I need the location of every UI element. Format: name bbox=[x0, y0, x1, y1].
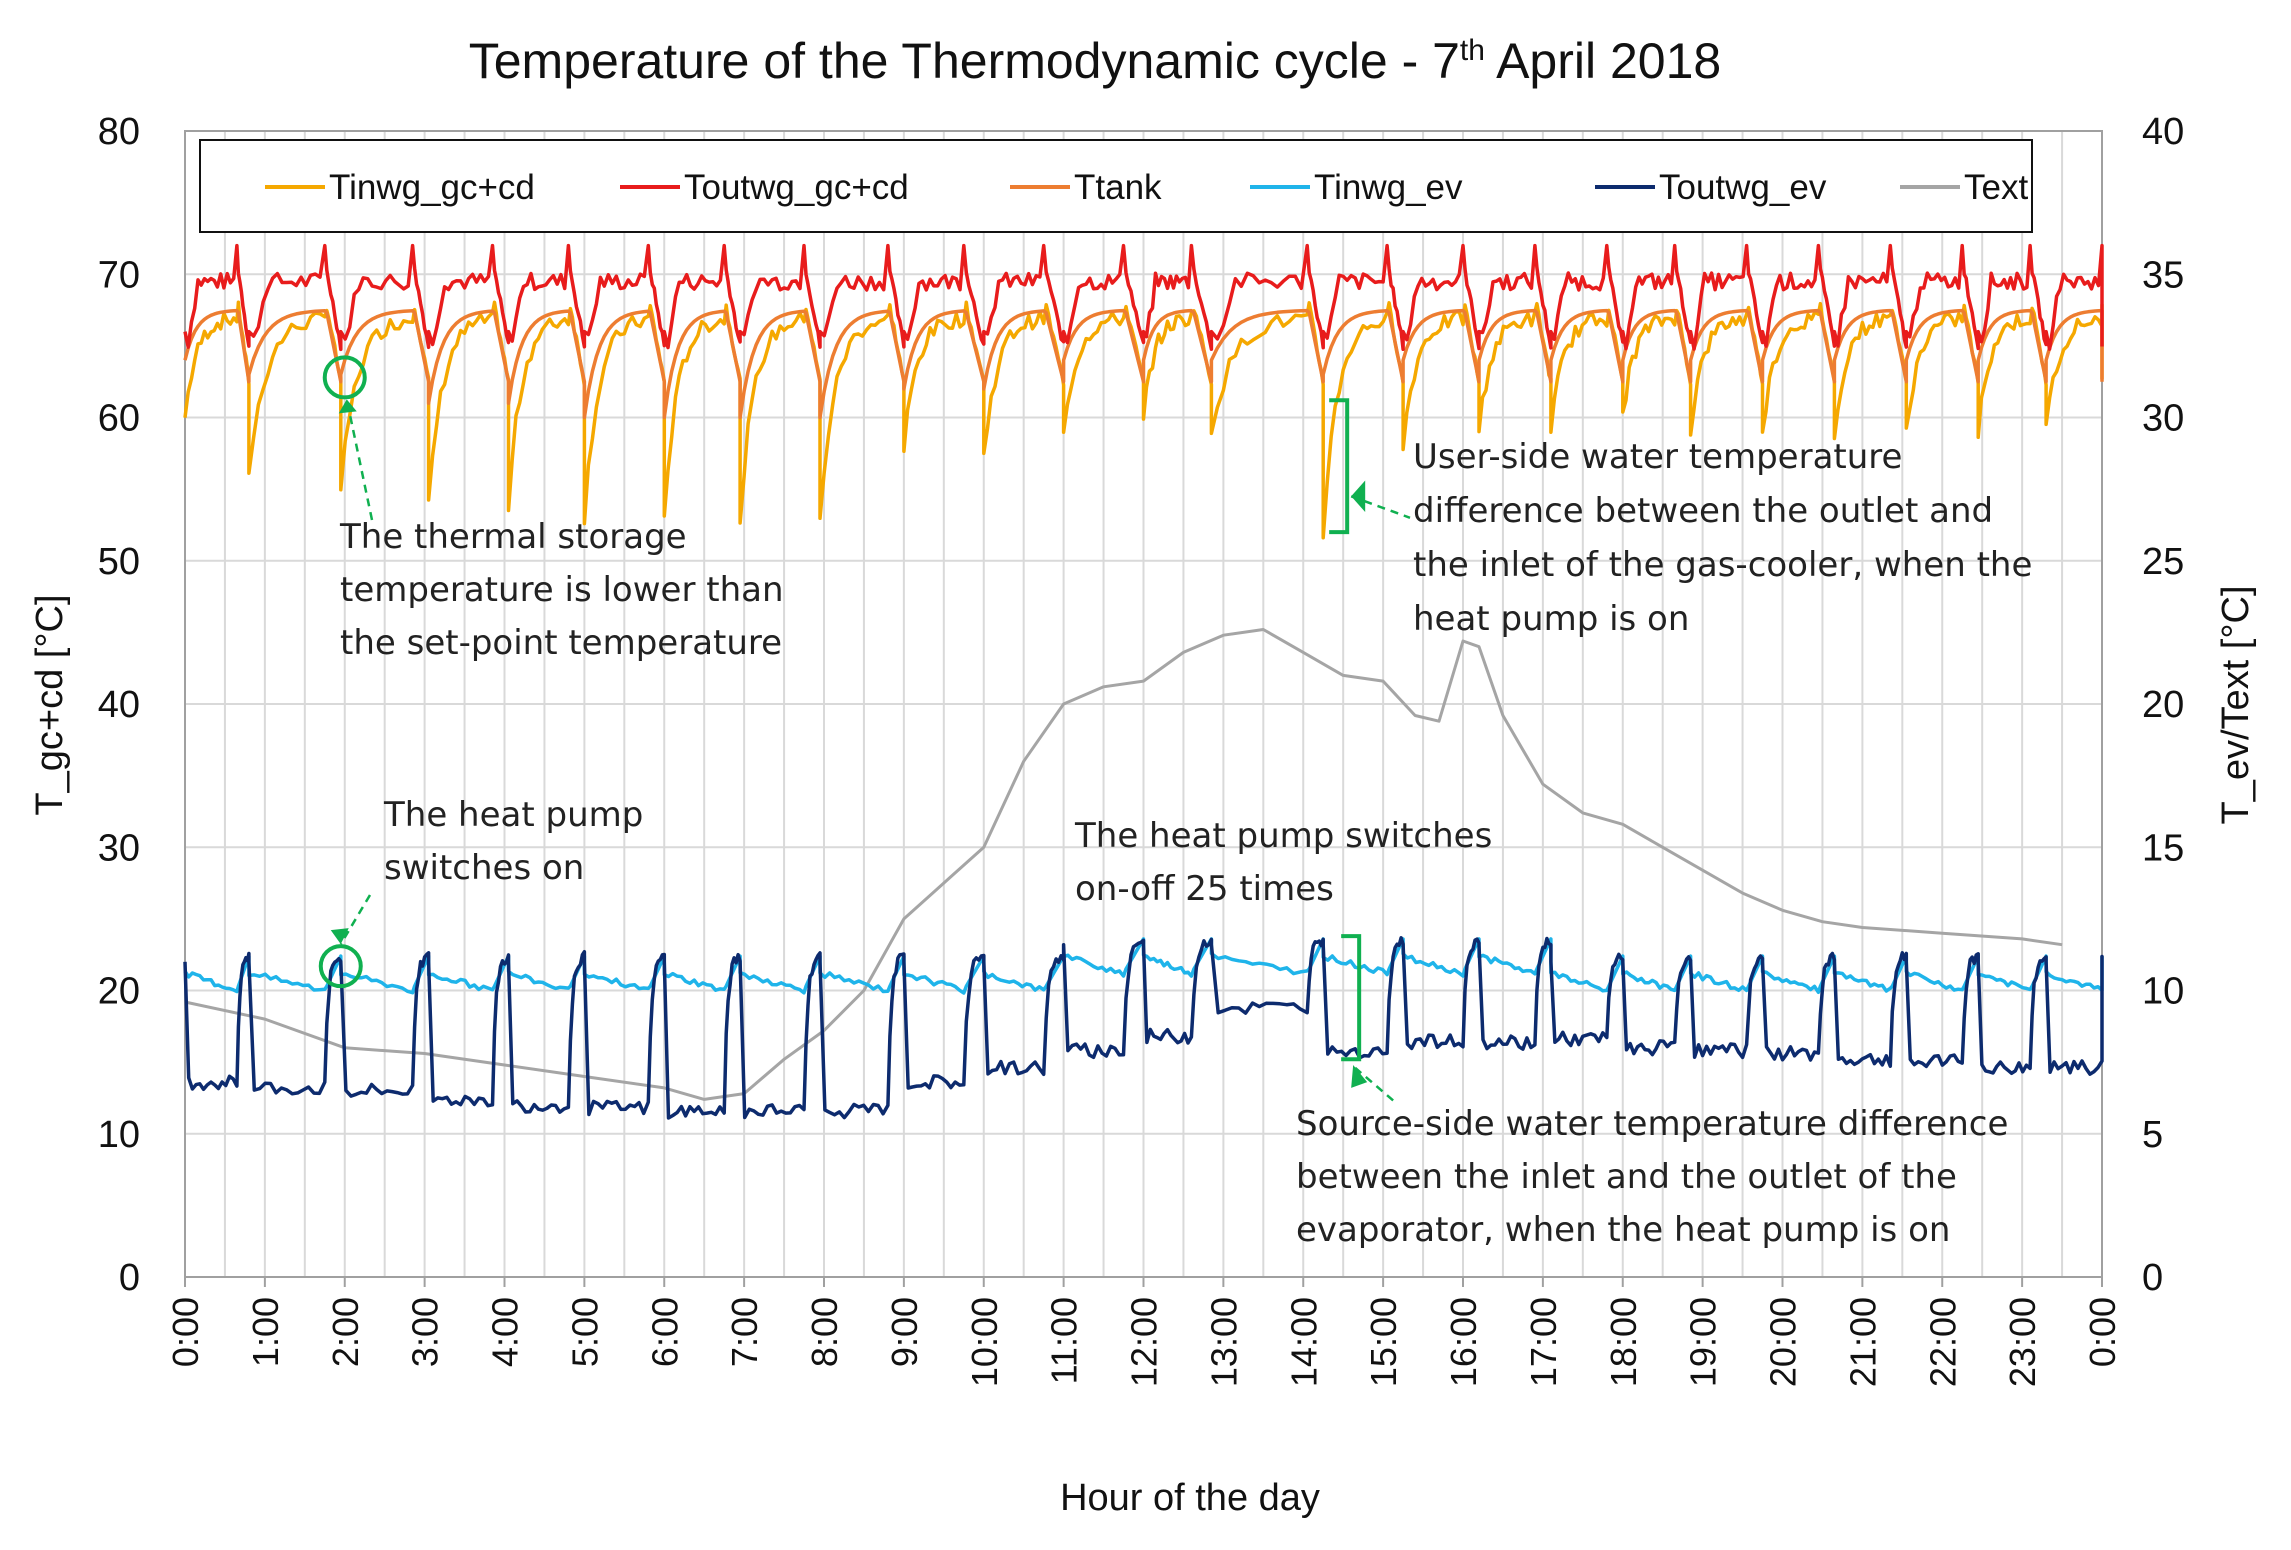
x-tick-label: 22:00 bbox=[1922, 1297, 1963, 1387]
x-tick-label: 18:00 bbox=[1603, 1297, 1644, 1387]
x-tick-label: 8:00 bbox=[804, 1297, 845, 1367]
x-tick-label: 23:00 bbox=[2002, 1297, 2043, 1387]
x-tick-label: 10:00 bbox=[964, 1297, 1005, 1387]
arrow-storage bbox=[345, 399, 374, 521]
legend-label: Toutwg_ev bbox=[1659, 168, 1827, 207]
bracket-user-side bbox=[1329, 398, 1350, 535]
x-tick-label: 12:00 bbox=[1124, 1297, 1165, 1387]
x-tick-label: 7:00 bbox=[724, 1297, 765, 1367]
y-tick-label-right: 40 bbox=[2142, 111, 2184, 153]
y-tick-label-left: 70 bbox=[98, 254, 140, 296]
y-tick-label-left: 40 bbox=[98, 684, 140, 726]
arrow-user-side bbox=[1350, 495, 1411, 519]
x-tick-label: 4:00 bbox=[485, 1297, 526, 1367]
y-axis-right: 0 5 10 15 20 25 30 35 40 bbox=[2142, 111, 2184, 1299]
y-axis-right-title: T_ev/Text [°C] bbox=[2215, 585, 2257, 824]
series-line-text bbox=[184, 628, 2063, 1101]
x-tick-label: 14:00 bbox=[1283, 1297, 1324, 1387]
arrowhead-source-side bbox=[1351, 1064, 1368, 1088]
x-tick-label: 0:00 bbox=[165, 1297, 206, 1367]
chart-title: Temperature of the Thermodynamic cycle -… bbox=[469, 33, 1721, 89]
annotation-switch-on: The heat pump switches on bbox=[383, 795, 654, 888]
x-tick-label: 9:00 bbox=[884, 1297, 925, 1367]
x-tick-label: 2:00 bbox=[325, 1297, 366, 1367]
y-axis-left-title: T_gc+cd [°C] bbox=[29, 594, 71, 815]
annotation-user-side: User-side water temperature difference b… bbox=[1413, 437, 2043, 639]
y-tick-label-left: 80 bbox=[98, 111, 140, 153]
x-axis: 0:00 1:00 2:00 3:00 4:00 5:00 6:00 7:00 8:00 9:00… bbox=[165, 1277, 2123, 1387]
x-tick-label: 0:00 bbox=[2082, 1297, 2123, 1367]
circle-marker-switch-on bbox=[318, 944, 363, 989]
x-tick-label: 1:00 bbox=[245, 1297, 286, 1367]
arrow-source-side bbox=[1354, 1066, 1396, 1103]
y-tick-label-left: 0 bbox=[119, 1257, 140, 1299]
y-tick-label-right: 35 bbox=[2142, 254, 2184, 296]
circle-marker-storage bbox=[322, 355, 367, 400]
arrow-switch-on bbox=[339, 894, 372, 945]
x-axis-title: Hour of the day bbox=[1060, 1477, 1320, 1519]
y-tick-label-right: 5 bbox=[2142, 1114, 2163, 1156]
y-tick-label-left: 20 bbox=[98, 971, 140, 1013]
series-layer bbox=[183, 243, 2104, 1120]
y-tick-label-right: 20 bbox=[2142, 684, 2184, 726]
annotation-storage: The thermal storage temperature is lower… bbox=[339, 517, 794, 663]
x-tick-label: 5:00 bbox=[564, 1297, 605, 1367]
y-tick-label-right: 15 bbox=[2142, 827, 2184, 869]
y-tick-label-left: 60 bbox=[98, 398, 140, 440]
x-tick-label: 21:00 bbox=[1842, 1297, 1883, 1387]
arrowhead-switch-on bbox=[330, 928, 349, 945]
y-axis-left: 0 10 20 30 40 50 60 70 80 bbox=[98, 111, 140, 1299]
bracket-source-side bbox=[1341, 934, 1362, 1062]
y-tick-label-right: 0 bbox=[2142, 1257, 2163, 1299]
annotation-source-side: Source-side water temperature difference… bbox=[1296, 1104, 2019, 1250]
y-tick-label-left: 50 bbox=[98, 541, 140, 583]
legend-label: Toutwg_gc+cd bbox=[684, 168, 909, 207]
x-tick-label: 20:00 bbox=[1763, 1297, 1804, 1387]
x-tick-label: 11:00 bbox=[1044, 1297, 1085, 1384]
series-line-toutwg-gc-cd bbox=[183, 243, 2104, 352]
series-line-tinwg-ev bbox=[183, 937, 2104, 995]
legend-label: Ttank bbox=[1074, 168, 1162, 207]
y-tick-label-left: 30 bbox=[98, 827, 140, 869]
annotations: The thermal storage temperature is lower… bbox=[318, 355, 2043, 1250]
legend-label: Tinwg_gc+cd bbox=[329, 168, 535, 207]
series-line-ttank bbox=[183, 308, 2104, 420]
x-tick-label: 17:00 bbox=[1523, 1297, 1564, 1387]
y-tick-label-right: 10 bbox=[2142, 971, 2184, 1013]
x-tick-label: 16:00 bbox=[1443, 1297, 1484, 1387]
legend-label: Tinwg_ev bbox=[1314, 168, 1463, 207]
legend-box bbox=[199, 139, 2033, 233]
series-line-toutwg-ev bbox=[183, 936, 2104, 1120]
x-tick-label: 15:00 bbox=[1363, 1297, 1404, 1387]
x-tick-label: 3:00 bbox=[405, 1297, 446, 1367]
arrowhead-user-side bbox=[1351, 480, 1366, 513]
y-tick-label-right: 25 bbox=[2142, 541, 2184, 583]
x-tick-label: 6:00 bbox=[644, 1297, 685, 1367]
x-tick-label: 19:00 bbox=[1683, 1297, 1724, 1387]
legend-label: Text bbox=[1964, 168, 2028, 207]
annotation-switch-count: The heat pump switches on-off 25 times bbox=[1074, 816, 1503, 909]
legend: Tinwg_gc+cd Toutwg_gc+cd Ttank Tinwg_ev Tout… bbox=[199, 139, 2033, 233]
arrowhead-storage bbox=[338, 399, 357, 414]
y-tick-label-right: 30 bbox=[2142, 398, 2184, 440]
y-tick-label-left: 10 bbox=[98, 1114, 140, 1156]
x-tick-label: 13:00 bbox=[1203, 1297, 1244, 1387]
